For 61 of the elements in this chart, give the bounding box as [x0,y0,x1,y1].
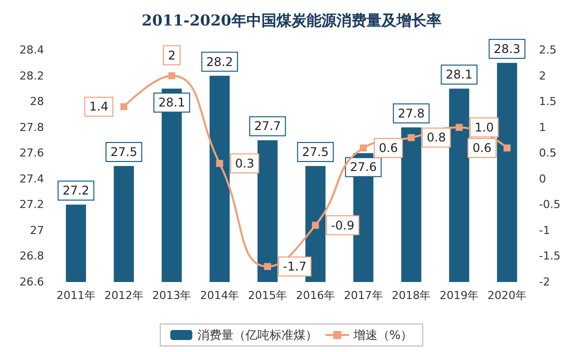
data-label: -0.9 [330,218,354,232]
y-tick-label: 27.4 [20,172,44,186]
point [408,134,415,142]
point [504,144,511,152]
data-label: 28.3 [494,42,520,56]
y-tick-label: 28 [30,95,44,108]
data-label: 28.2 [206,54,234,69]
x-tick-label: 2017年 [344,289,383,302]
y-tick-label: 27.8 [20,120,44,134]
point [456,124,463,131]
data-label: 0.3 [235,156,254,170]
y2-tick-label: 0 [539,172,546,186]
point [216,160,224,167]
y2-tick-label: 1.5 [539,95,556,108]
y2-tick-label: -0.5 [539,198,560,212]
y2-tick-label: -1 [539,224,550,237]
data-label: 27.5 [110,145,138,159]
legend-label: 增速（%） [352,328,413,342]
data-label: -1.7 [283,260,306,274]
data-label: 27.6 [350,160,377,174]
data-label: 28.1 [446,68,473,82]
y2-tick-label: 1 [539,120,546,134]
data-label: 27.7 [254,119,281,134]
data-label: 28.1 [158,96,186,110]
chart-title: 2011-2020年中国煤炭能源消费量及增长率 [142,12,442,30]
y-tick-label: 26.8 [20,250,44,263]
y2-tick-label: -1.5 [539,250,560,263]
data-label: 27.5 [302,145,329,159]
x-tick-label: 2011年 [56,289,96,302]
data-label: 0.6 [472,140,492,155]
y2-tick-label: 2 [539,69,546,82]
y-tick-label: 27 [30,224,44,237]
point [120,103,128,110]
x-tick-label: 2016年 [296,289,335,302]
data-label: 1.0 [474,120,494,134]
legend-label: 消费量（亿吨标准煤） [197,328,318,342]
y2-tick-label: -2 [539,276,550,288]
x-tick-label: 2012年 [104,289,144,302]
point [360,144,367,152]
y-tick-label: 28.4 [20,44,44,56]
x-tick-label: 2013年 [152,289,192,302]
point [168,72,176,80]
data-label: 0.8 [426,130,446,145]
y-tick-label: 27.2 [20,198,44,212]
x-tick-label: 2015年 [248,289,288,302]
x-tick-label: 2014年 [200,289,240,302]
point [264,263,272,270]
x-tick-label: 2018年 [392,289,431,302]
data-label: 27.8 [398,106,425,120]
y2-tick-label: 0.5 [539,146,556,160]
y-tick-label: 26.6 [20,276,44,288]
data-label: 2 [168,48,176,62]
y2-tick-label: 2.5 [539,44,556,56]
y-tick-label: 28.2 [20,69,44,82]
y-tick-label: 27.6 [20,146,44,160]
point [312,222,319,229]
data-label: 1.4 [89,100,108,114]
x-tick-label: 2020年 [488,289,527,302]
x-tick-label: 2019年 [440,289,479,302]
data-label: 27.2 [62,184,90,198]
data-label: 0.6 [378,140,398,155]
